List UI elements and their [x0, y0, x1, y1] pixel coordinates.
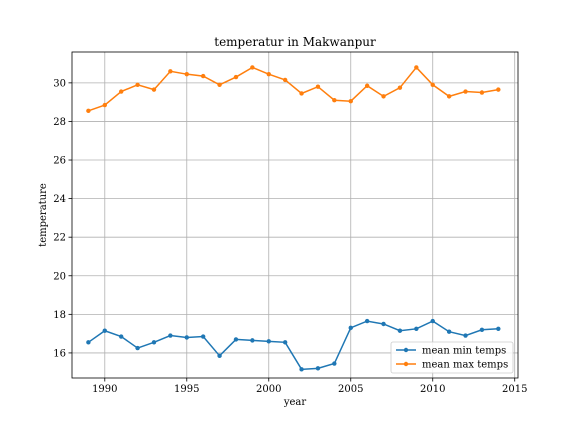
data-point — [266, 71, 271, 77]
data-point — [496, 87, 501, 92]
data-point — [430, 82, 435, 87]
data-point — [200, 73, 206, 79]
data-point — [463, 333, 468, 338]
data-point — [102, 102, 107, 108]
series-layer — [86, 65, 501, 372]
data-point — [233, 337, 239, 342]
data-point — [332, 98, 337, 103]
y-axis-label: temperature — [38, 183, 49, 247]
grid-lines — [72, 52, 518, 378]
data-point — [200, 334, 206, 339]
data-point — [266, 339, 271, 344]
data-point — [348, 325, 353, 331]
data-point — [151, 340, 157, 345]
data-point — [118, 334, 124, 339]
data-point — [479, 90, 485, 95]
data-point — [315, 366, 321, 371]
data-point — [184, 71, 189, 77]
x-axis-label: year — [283, 397, 307, 408]
data-point — [463, 89, 468, 94]
data-point — [414, 326, 419, 332]
data-point — [168, 333, 173, 338]
legend-box — [390, 341, 514, 374]
data-point — [168, 69, 173, 74]
data-point — [250, 338, 255, 343]
x-tick-label: 1990 — [92, 384, 117, 395]
chart-title: temperatur in Makwanpur — [214, 35, 376, 49]
data-point — [86, 340, 91, 345]
y-tick-label: 26 — [53, 156, 66, 167]
data-point — [299, 367, 304, 372]
legend-label-max: mean max temps — [422, 360, 508, 371]
x-tick-label: 2015 — [502, 384, 527, 395]
legend-marker-max — [403, 361, 409, 367]
data-point — [135, 82, 140, 87]
data-point — [233, 74, 239, 80]
data-point — [348, 98, 353, 104]
data-point — [102, 328, 107, 333]
x-axis-ticks: 1990 1995 2000 2005 2010 2015 — [92, 378, 527, 395]
data-point — [217, 82, 222, 87]
data-point — [381, 321, 386, 327]
series-line-0 — [87, 320, 499, 371]
y-tick-label: 22 — [53, 233, 66, 244]
data-point — [397, 328, 403, 333]
data-point — [299, 91, 304, 96]
data-point — [446, 94, 452, 99]
data-point — [446, 329, 452, 334]
data-point — [381, 94, 386, 99]
x-tick-label: 1995 — [174, 384, 199, 395]
x-tick-label: 2000 — [256, 384, 281, 395]
data-point — [282, 340, 288, 345]
legend-marker-min — [403, 347, 409, 353]
data-point — [217, 353, 222, 359]
y-tick-label: 24 — [53, 194, 66, 205]
data-point — [250, 65, 255, 70]
y-tick-label: 20 — [53, 271, 66, 282]
data-point — [315, 84, 321, 89]
y-tick-label: 16 — [53, 348, 66, 359]
y-axis-ticks: 16 18 20 22 24 26 28 30 — [53, 78, 72, 359]
y-tick-label: 30 — [53, 78, 66, 89]
data-point — [479, 327, 485, 332]
legend-label-min: mean min temps — [422, 346, 506, 357]
series-line-1 — [88, 66, 499, 112]
data-point — [364, 83, 370, 88]
data-point — [282, 77, 288, 83]
data-point — [86, 108, 91, 114]
data-point — [151, 87, 157, 92]
data-point — [430, 318, 435, 324]
x-tick-label: 2010 — [420, 384, 445, 395]
data-point — [364, 318, 370, 324]
data-point — [118, 89, 124, 94]
plot-area-frame — [71, 51, 519, 379]
y-tick-label: 28 — [53, 117, 66, 128]
x-tick-label: 2005 — [338, 384, 363, 395]
data-point — [496, 326, 501, 332]
data-point — [332, 361, 337, 366]
data-point — [184, 335, 189, 340]
data-point — [414, 65, 419, 70]
data-point — [135, 345, 140, 351]
y-tick-label: 18 — [53, 310, 66, 321]
legend: mean min temps mean max temps — [390, 341, 514, 374]
data-point — [397, 85, 403, 90]
